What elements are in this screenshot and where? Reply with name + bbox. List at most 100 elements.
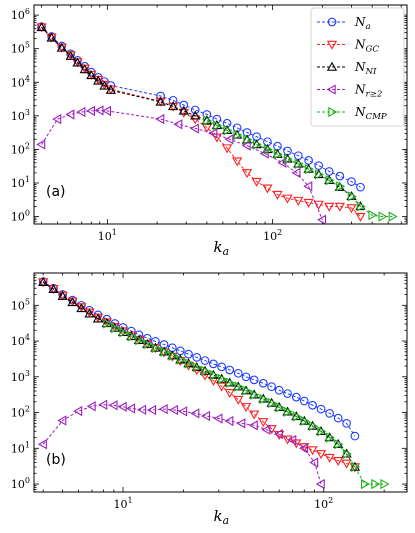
legend-marker bbox=[326, 40, 338, 50]
data-point bbox=[313, 169, 324, 179]
data-point bbox=[283, 406, 293, 417]
data-point bbox=[336, 181, 346, 192]
data-point bbox=[217, 373, 227, 385]
data-point bbox=[298, 443, 308, 454]
data-point bbox=[356, 182, 365, 192]
data-point bbox=[209, 359, 218, 369]
data-point bbox=[317, 214, 327, 224]
data-point bbox=[93, 75, 104, 85]
data-point bbox=[241, 169, 253, 179]
data-point bbox=[342, 418, 351, 428]
data-point bbox=[155, 113, 165, 125]
data-point bbox=[189, 123, 199, 134]
data-point bbox=[233, 129, 243, 141]
data-point bbox=[178, 406, 188, 417]
data-point bbox=[267, 397, 277, 409]
data-point bbox=[324, 453, 335, 463]
data-point bbox=[117, 401, 127, 412]
data-point bbox=[317, 426, 327, 437]
data-point bbox=[151, 342, 161, 354]
series-n-r-2- bbox=[36, 105, 327, 224]
data-point bbox=[108, 400, 118, 411]
data-point bbox=[236, 418, 246, 429]
data-point bbox=[272, 190, 283, 200]
data-point bbox=[192, 352, 202, 362]
plot-area bbox=[36, 22, 398, 224]
data-point bbox=[283, 153, 293, 165]
data-point bbox=[273, 428, 283, 440]
y-tick-label: 100 bbox=[11, 476, 30, 491]
y-tick-label: 104 bbox=[11, 333, 30, 348]
data-point bbox=[261, 424, 271, 435]
data-point bbox=[223, 125, 233, 136]
data-point bbox=[325, 175, 335, 186]
data-point bbox=[36, 22, 47, 32]
data-point bbox=[201, 410, 211, 422]
y-tick-label: 105 bbox=[11, 297, 30, 312]
x-tick-label: 102 bbox=[314, 496, 333, 511]
data-point bbox=[56, 42, 67, 52]
data-point bbox=[92, 313, 104, 323]
data-point bbox=[273, 149, 283, 160]
y-ticks: 100 101 102 103 104 105 bbox=[11, 272, 407, 493]
data-point bbox=[58, 290, 67, 299]
data-point bbox=[233, 368, 243, 378]
data-point bbox=[183, 358, 194, 368]
data-point bbox=[241, 140, 251, 151]
data-point bbox=[168, 95, 178, 105]
data-point bbox=[262, 144, 273, 154]
data-point bbox=[175, 354, 186, 364]
legend-label: NGC bbox=[354, 38, 379, 55]
data-point bbox=[127, 331, 137, 342]
data-point bbox=[208, 128, 218, 139]
data-point bbox=[65, 109, 75, 120]
x-tick-label: 101 bbox=[98, 228, 117, 243]
data-point bbox=[335, 171, 345, 181]
data-point bbox=[203, 115, 213, 126]
legend-label: Na bbox=[354, 15, 371, 32]
data-point bbox=[346, 204, 357, 214]
data-point bbox=[294, 158, 304, 170]
x-ticks: 101 102 bbox=[41, 5, 402, 243]
y-tick-label: 106 bbox=[11, 7, 30, 22]
data-point bbox=[333, 438, 344, 448]
data-point bbox=[234, 381, 244, 392]
data-point bbox=[342, 448, 352, 459]
data-point bbox=[325, 409, 334, 418]
data-point bbox=[316, 404, 326, 414]
data-point bbox=[355, 212, 366, 222]
data-point bbox=[300, 415, 310, 427]
data-point bbox=[201, 365, 211, 377]
data-point bbox=[283, 389, 292, 398]
legend-marker bbox=[326, 84, 336, 95]
data-point bbox=[360, 478, 370, 490]
data-point bbox=[135, 335, 145, 346]
data-point bbox=[176, 354, 186, 365]
data-point bbox=[308, 420, 318, 432]
data-point bbox=[274, 402, 285, 412]
legend-marker bbox=[326, 61, 338, 71]
data-point bbox=[134, 330, 144, 340]
data-point bbox=[156, 91, 165, 101]
y-tick-label: 102 bbox=[11, 405, 30, 420]
y-tick-label: 103 bbox=[11, 108, 30, 123]
data-point bbox=[143, 338, 153, 350]
data-point bbox=[76, 303, 87, 313]
data-point bbox=[109, 322, 120, 332]
data-point bbox=[102, 105, 112, 117]
data-point bbox=[217, 362, 226, 372]
data-point bbox=[324, 175, 335, 185]
y-tick-label: 101 bbox=[11, 175, 30, 190]
legend-box bbox=[310, 7, 405, 127]
data-point bbox=[37, 439, 47, 450]
series-line bbox=[42, 404, 322, 485]
data-point bbox=[291, 411, 302, 421]
data-point bbox=[178, 105, 189, 115]
data-point bbox=[67, 297, 78, 307]
data-point bbox=[213, 413, 223, 424]
data-point bbox=[155, 96, 166, 106]
data-point bbox=[184, 358, 194, 369]
data-point bbox=[378, 211, 388, 222]
data-point bbox=[299, 396, 309, 406]
data-point bbox=[57, 41, 67, 51]
